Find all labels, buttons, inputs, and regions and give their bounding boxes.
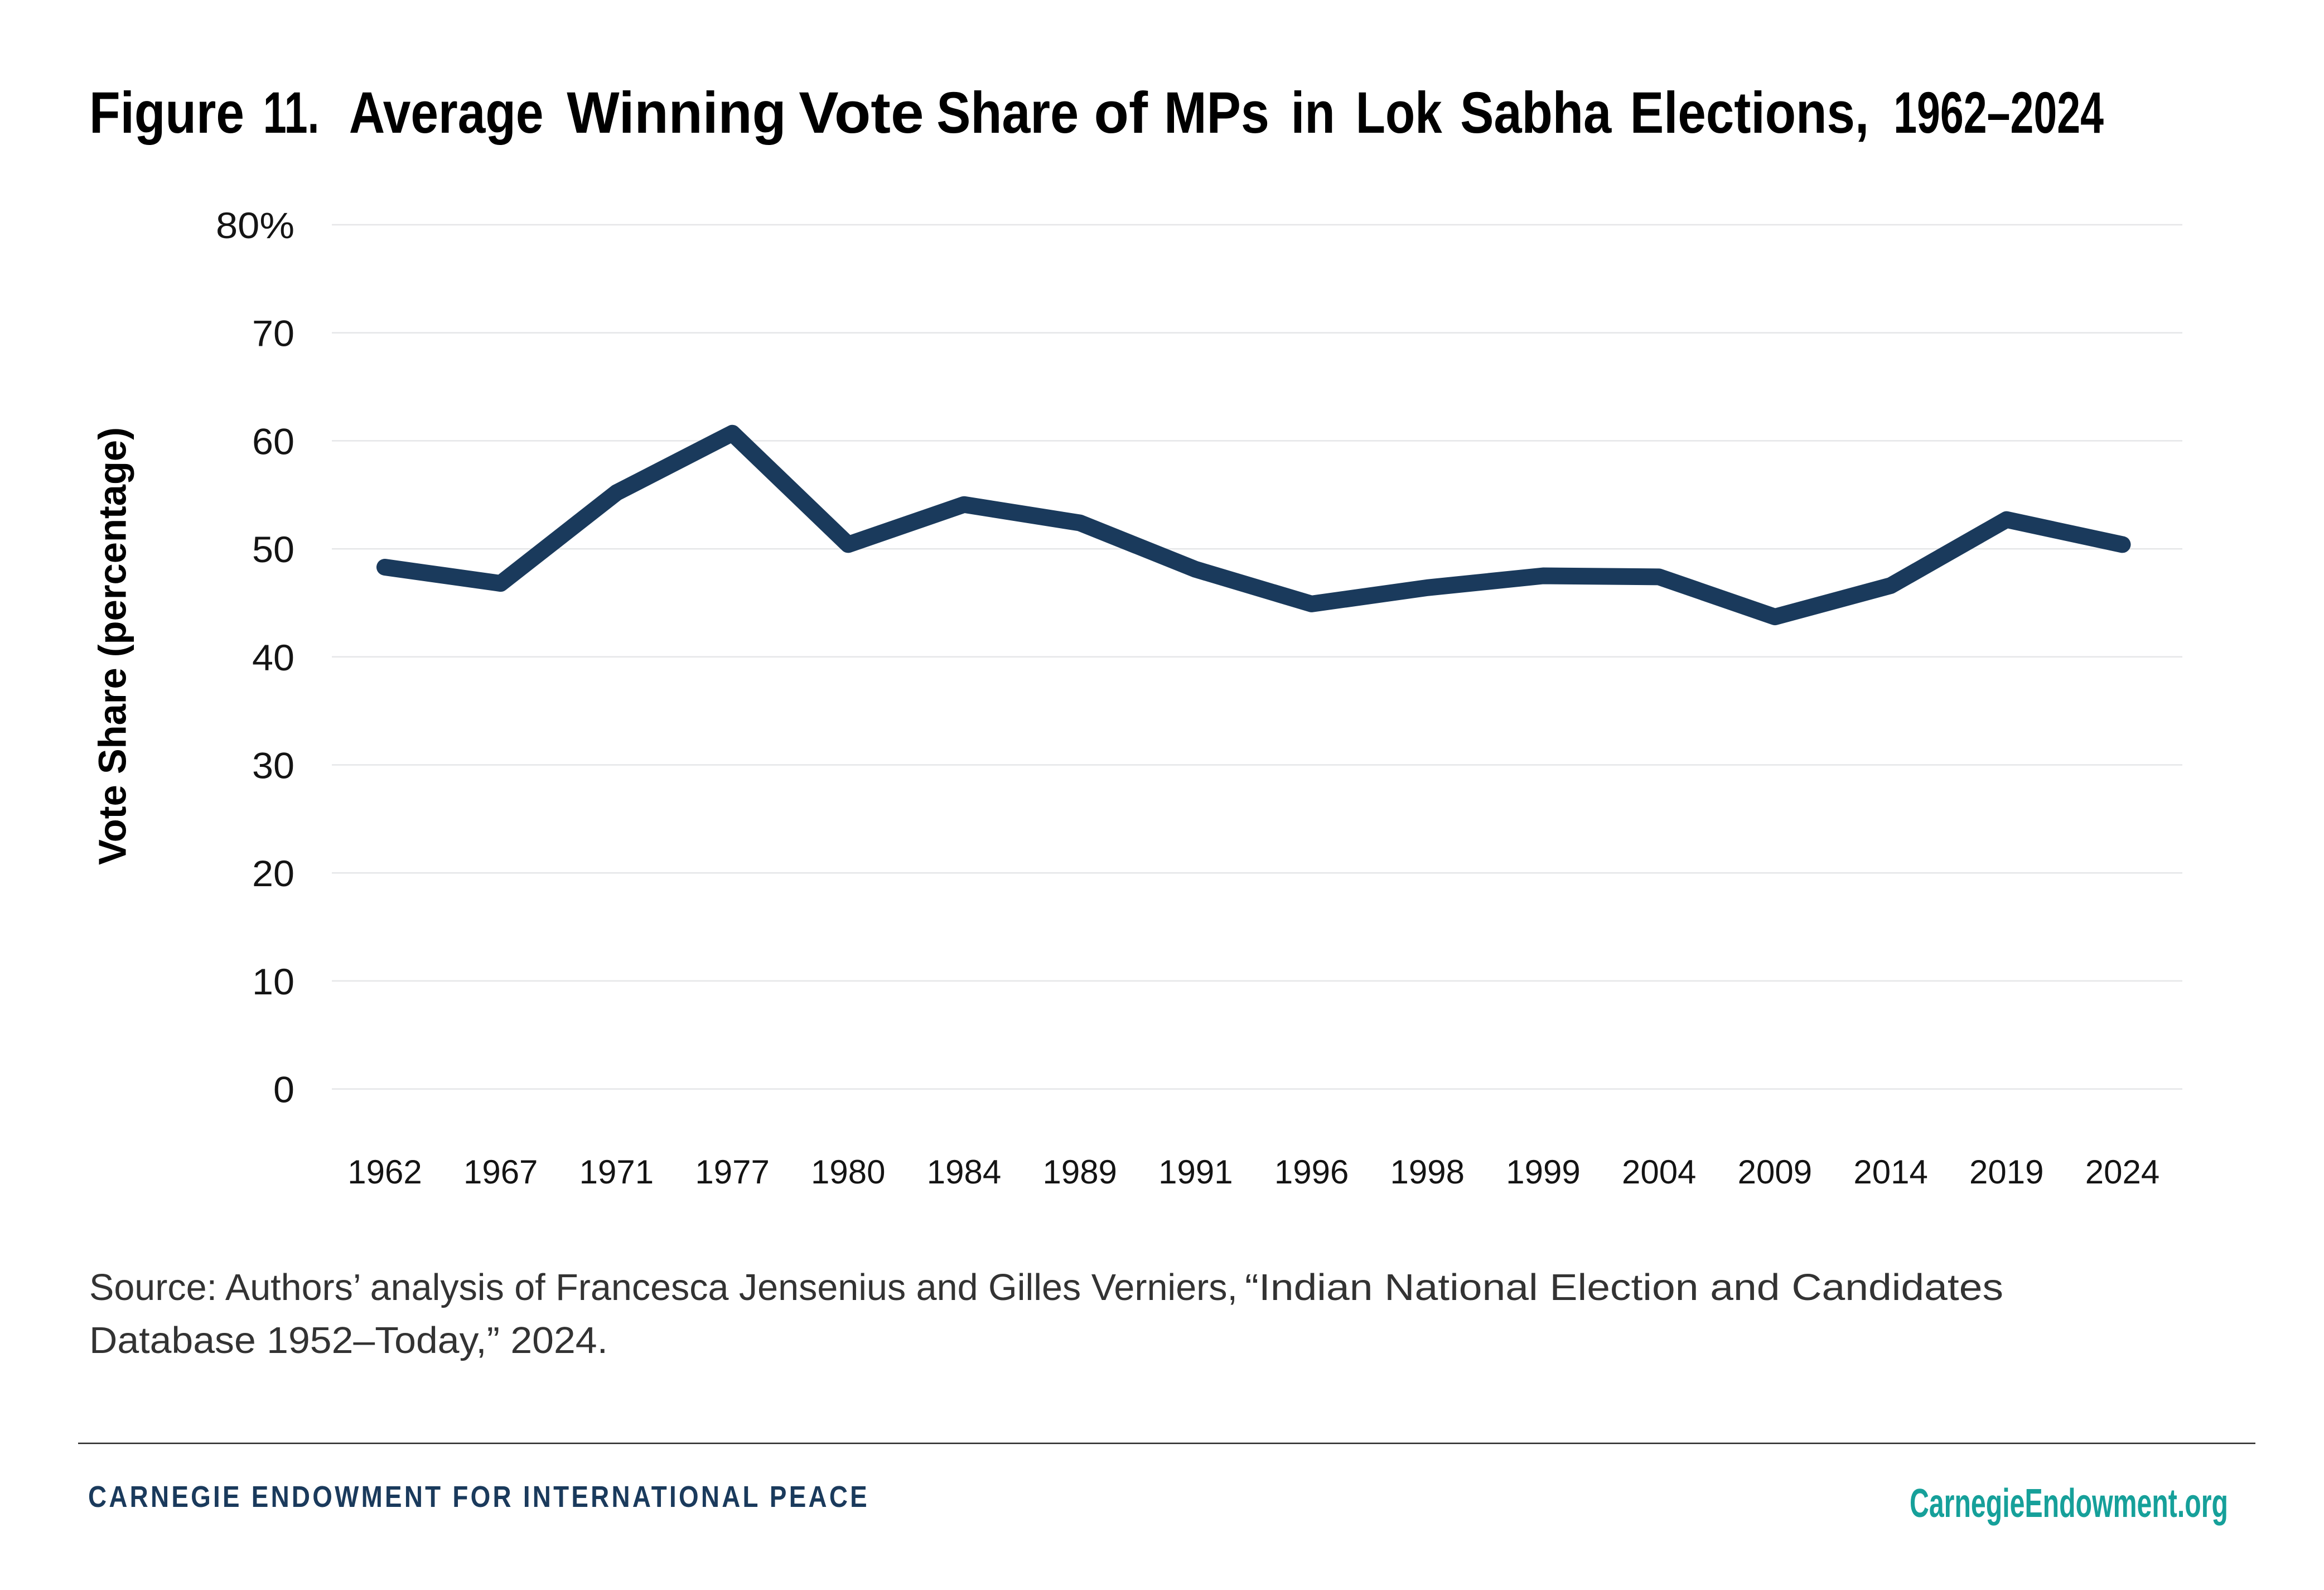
svg-text:Figure: Figure (89, 80, 244, 146)
svg-text:1971: 1971 (579, 1153, 654, 1191)
svg-text:1999: 1999 (1506, 1153, 1580, 1191)
svg-text:1989: 1989 (1042, 1153, 1117, 1191)
svg-text:1977: 1977 (695, 1153, 769, 1191)
svg-text:50: 50 (252, 529, 294, 570)
svg-text:2024: 2024 (2085, 1153, 2159, 1191)
svg-text:70: 70 (252, 313, 294, 354)
svg-text:Lok: Lok (1356, 80, 1442, 146)
svg-text:CarnegieEndowment.org: CarnegieEndowment.org (1910, 1481, 2228, 1526)
svg-text:0: 0 (273, 1069, 294, 1110)
svg-text:Elections,: Elections, (1630, 80, 1869, 146)
svg-text:2004: 2004 (1622, 1153, 1696, 1191)
svg-text:in: in (1291, 80, 1335, 146)
svg-text:2019: 2019 (1969, 1153, 2043, 1191)
svg-text:Database 1952–Today,” 2024.: Database 1952–Today,” 2024. (89, 1320, 608, 1361)
svg-text:60: 60 (252, 421, 294, 462)
svg-text:Vote: Vote (799, 80, 924, 146)
svg-text:1962–2024: 1962–2024 (1893, 80, 2104, 146)
svg-text:11.: 11. (263, 80, 320, 146)
svg-text:2014: 2014 (1853, 1153, 1927, 1191)
svg-text:2009: 2009 (1738, 1153, 1812, 1191)
svg-text:30: 30 (252, 745, 294, 786)
svg-text:MPs: MPs (1164, 80, 1269, 146)
svg-text:1991: 1991 (1158, 1153, 1233, 1191)
svg-text:Vote Share (percentage): Vote Share (percentage) (91, 427, 134, 865)
svg-text:20: 20 (252, 853, 294, 894)
svg-text:1980: 1980 (811, 1153, 885, 1191)
svg-text:Source: Authors’ analysis of F: Source: Authors’ analysis of Francesca J… (89, 1267, 1238, 1308)
svg-text:80%: 80% (216, 205, 294, 246)
svg-text:1984: 1984 (927, 1153, 1001, 1191)
svg-text:Average: Average (349, 80, 544, 146)
svg-text:1996: 1996 (1274, 1153, 1349, 1191)
svg-text:10: 10 (252, 961, 294, 1002)
svg-text:40: 40 (252, 637, 294, 678)
svg-text:CARNEGIE ENDOWMENT FOR INTERNA: CARNEGIE ENDOWMENT FOR INTERNATIONAL PEA… (88, 1480, 869, 1514)
svg-text:Sabha: Sabha (1460, 80, 1612, 146)
svg-text:of: of (1094, 80, 1149, 146)
svg-text:“Indian National Election and: “Indian National Election and Candidates (1245, 1267, 2003, 1308)
svg-text:Winning: Winning (567, 80, 786, 146)
svg-text:Share: Share (936, 80, 1079, 146)
svg-text:1967: 1967 (463, 1153, 538, 1191)
svg-text:1998: 1998 (1390, 1153, 1465, 1191)
svg-text:1962: 1962 (347, 1153, 422, 1191)
